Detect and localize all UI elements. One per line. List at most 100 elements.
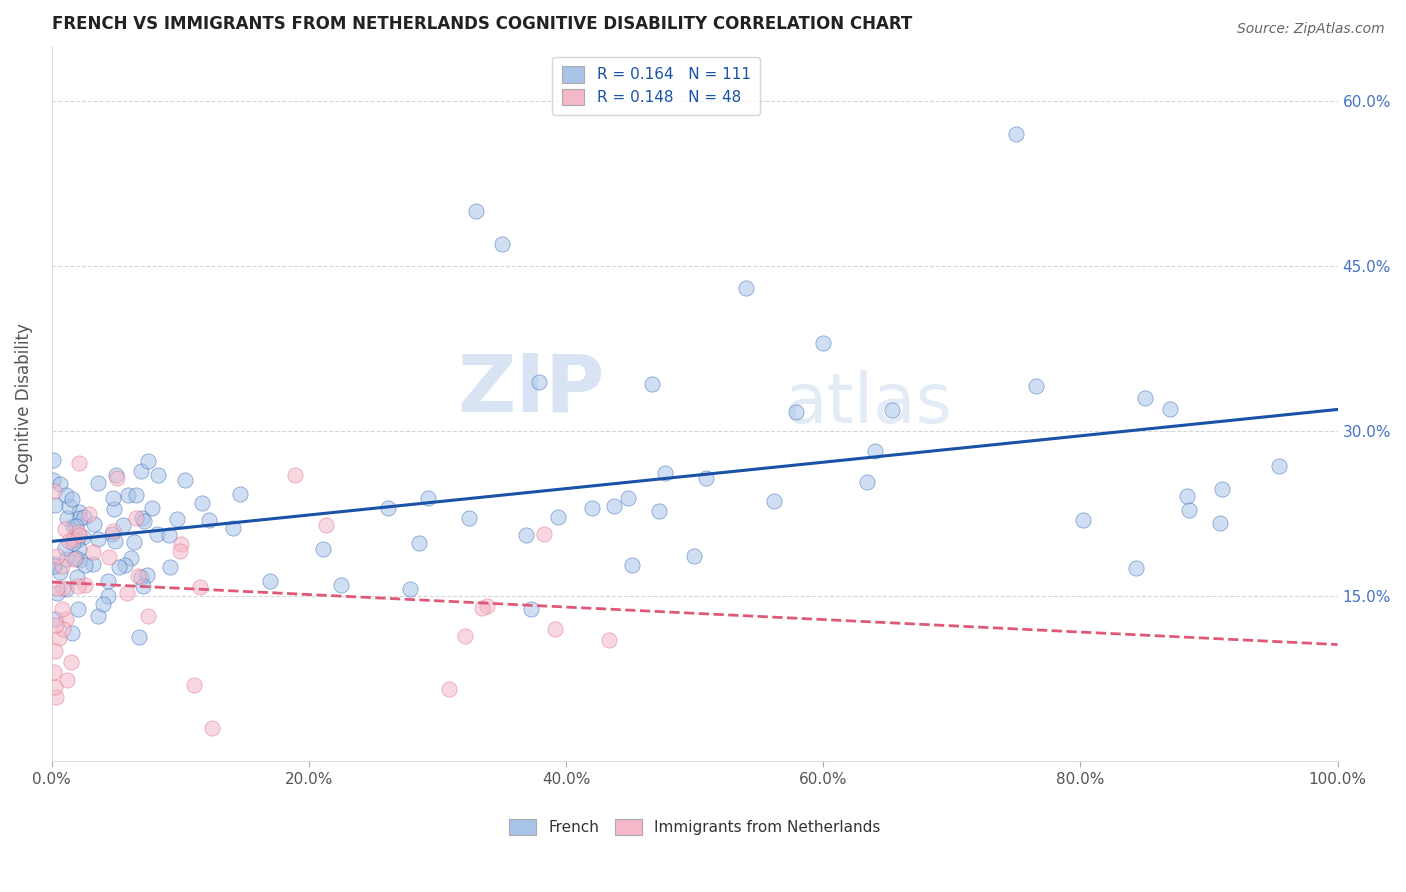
Immigrants from Netherlands bbox=[58, 533, 80, 548]
French bbox=[101, 527, 124, 541]
French bbox=[146, 467, 169, 482]
Immigrants from Netherlands bbox=[44, 483, 66, 498]
French bbox=[640, 376, 662, 391]
French bbox=[1073, 513, 1095, 527]
French bbox=[117, 488, 139, 502]
French bbox=[103, 491, 125, 505]
Immigrants from Netherlands bbox=[98, 550, 121, 565]
French bbox=[457, 511, 479, 525]
Immigrants from Netherlands bbox=[46, 549, 69, 563]
French bbox=[581, 501, 603, 516]
French bbox=[259, 574, 281, 588]
French bbox=[603, 500, 626, 514]
French bbox=[863, 443, 886, 458]
French bbox=[103, 501, 125, 516]
Immigrants from Netherlands bbox=[55, 612, 77, 626]
Immigrants from Netherlands bbox=[44, 644, 66, 658]
French bbox=[547, 510, 569, 524]
French bbox=[654, 466, 676, 480]
Immigrants from Netherlands bbox=[77, 508, 100, 522]
French bbox=[55, 488, 77, 502]
French bbox=[465, 203, 488, 218]
French bbox=[1268, 458, 1291, 473]
Legend: French, Immigrants from Netherlands: French, Immigrants from Netherlands bbox=[501, 812, 889, 843]
French bbox=[813, 335, 835, 350]
Immigrants from Netherlands bbox=[533, 527, 555, 541]
French bbox=[621, 558, 644, 572]
Immigrants from Netherlands bbox=[52, 622, 75, 636]
Immigrants from Netherlands bbox=[127, 569, 149, 583]
French bbox=[120, 550, 142, 565]
French bbox=[91, 597, 114, 611]
French bbox=[44, 612, 66, 626]
French bbox=[66, 533, 89, 548]
French bbox=[1025, 379, 1047, 393]
Immigrants from Netherlands bbox=[53, 522, 76, 536]
Immigrants from Netherlands bbox=[59, 656, 82, 670]
Immigrants from Netherlands bbox=[56, 673, 79, 687]
French bbox=[108, 559, 131, 574]
Immigrants from Netherlands bbox=[82, 545, 104, 559]
Immigrants from Netherlands bbox=[51, 602, 73, 616]
French bbox=[48, 477, 70, 491]
French bbox=[73, 558, 96, 573]
Text: ZIP: ZIP bbox=[457, 351, 605, 428]
Immigrants from Netherlands bbox=[117, 585, 139, 599]
French bbox=[785, 404, 807, 418]
French bbox=[42, 453, 65, 467]
French bbox=[104, 468, 127, 483]
Immigrants from Netherlands bbox=[315, 518, 337, 533]
French bbox=[882, 403, 904, 417]
French bbox=[763, 493, 786, 508]
Immigrants from Netherlands bbox=[284, 467, 307, 482]
French bbox=[330, 577, 353, 591]
French bbox=[222, 521, 245, 535]
French bbox=[42, 473, 65, 487]
French bbox=[104, 533, 127, 548]
French bbox=[695, 471, 717, 485]
French bbox=[66, 570, 89, 584]
French bbox=[125, 488, 148, 502]
French bbox=[83, 516, 105, 531]
French bbox=[312, 542, 335, 557]
French bbox=[128, 630, 150, 644]
French bbox=[132, 579, 155, 593]
French bbox=[135, 567, 157, 582]
French bbox=[42, 557, 65, 571]
Immigrants from Netherlands bbox=[75, 578, 97, 592]
Immigrants from Netherlands bbox=[454, 629, 477, 643]
French bbox=[166, 512, 188, 526]
Text: FRENCH VS IMMIGRANTS FROM NETHERLANDS COGNITIVE DISABILITY CORRELATION CHART: FRENCH VS IMMIGRANTS FROM NETHERLANDS CO… bbox=[52, 15, 912, 33]
Immigrants from Netherlands bbox=[62, 532, 84, 546]
French bbox=[97, 574, 120, 588]
French bbox=[69, 552, 91, 566]
French bbox=[111, 517, 134, 532]
French bbox=[648, 504, 671, 518]
Text: Source: ZipAtlas.com: Source: ZipAtlas.com bbox=[1237, 22, 1385, 37]
French bbox=[129, 464, 152, 478]
Immigrants from Netherlands bbox=[169, 544, 191, 558]
Immigrants from Netherlands bbox=[52, 581, 75, 595]
French bbox=[683, 549, 706, 564]
French bbox=[1175, 489, 1198, 503]
French bbox=[60, 491, 83, 506]
French bbox=[131, 511, 153, 525]
French bbox=[62, 535, 84, 549]
French bbox=[399, 582, 422, 596]
French bbox=[53, 541, 76, 555]
French bbox=[617, 491, 640, 506]
Immigrants from Netherlands bbox=[67, 524, 90, 539]
French bbox=[86, 476, 108, 491]
French bbox=[44, 498, 66, 512]
French bbox=[42, 558, 65, 573]
French bbox=[1005, 127, 1028, 141]
Immigrants from Netherlands bbox=[125, 511, 148, 525]
Text: atlas: atlas bbox=[785, 370, 953, 437]
French bbox=[491, 236, 513, 251]
French bbox=[65, 550, 87, 565]
French bbox=[67, 541, 90, 556]
French bbox=[55, 551, 77, 566]
Immigrants from Netherlands bbox=[45, 690, 67, 705]
French bbox=[855, 475, 877, 489]
French bbox=[157, 528, 180, 542]
